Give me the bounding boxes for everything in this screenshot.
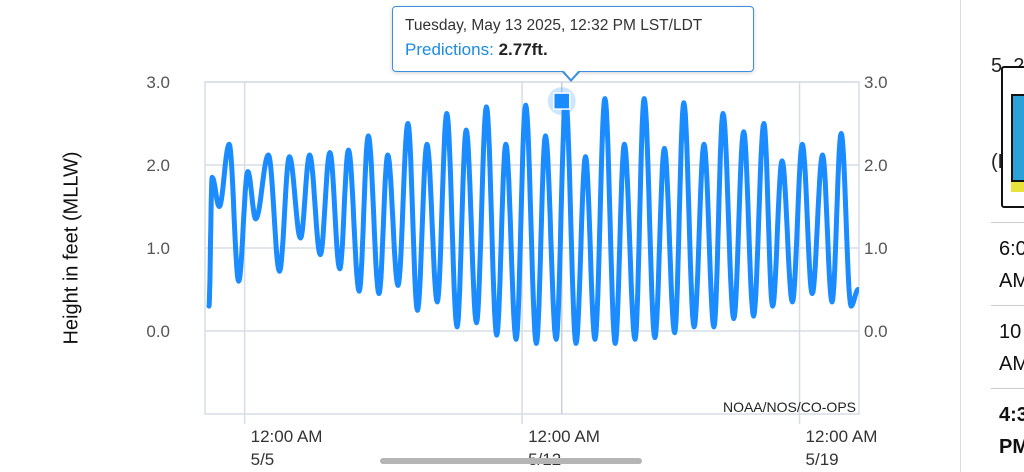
x-tick-date: 5/19: [806, 450, 839, 469]
y-tick-label: 1.0: [864, 239, 888, 258]
tide-table-panel[interactable]: 5, 2 (LST 6:0 AM 10 AM 4:3 PM: [960, 0, 1024, 472]
y-tick-label: 1.0: [146, 239, 170, 258]
y-tick-label: 0.0: [146, 322, 170, 341]
series-group: [206, 96, 859, 346]
tooltip-value: 2.77ft.: [498, 40, 548, 59]
y-tick-label: 2.0: [864, 156, 888, 175]
series-line-predictions: [206, 96, 859, 346]
thumbnail-sand: [1011, 180, 1024, 192]
tooltip-series-label: Predictions:: [405, 40, 494, 59]
credit-label: NOAA/NOS/CO-OPS: [723, 399, 856, 415]
highlight-point: [552, 92, 571, 110]
y-axis-right: 3.0 2.0 1.0 0.0: [864, 73, 888, 341]
x-axis: 12:00 AM5/512:00 AM5/1212:00 AM5/19: [251, 427, 878, 469]
y-tick-label: 3.0: [146, 73, 170, 92]
tooltip-pointer-inner: [563, 70, 579, 79]
tide-row[interactable]: 4:3 PM: [999, 399, 1024, 463]
tide-row-time: 10: [999, 321, 1022, 343]
y-tick-label: 0.0: [864, 322, 888, 341]
x-tick-date: 5/5: [251, 450, 275, 469]
tide-row-ampm: PM: [999, 436, 1024, 458]
tide-row-ampm: AM: [999, 353, 1024, 375]
tide-row-ampm: AM: [999, 270, 1024, 292]
tide-row-time: 4:3: [999, 404, 1024, 426]
row-divider: [991, 388, 1024, 389]
tide-thumbnail-icon[interactable]: [1001, 66, 1024, 208]
x-tick-label: 12:00 AM: [528, 427, 600, 446]
y-tick-label: 3.0: [864, 73, 888, 92]
row-divider: [991, 305, 1024, 306]
tide-chart: 3.0 2.0 1.0 0.0 3.0 2.0 1.0 0.0 12:00 AM 5/5 12:…: [60, 73, 888, 469]
y-tick-label: 2.0: [146, 156, 170, 175]
y-axis-label: Height in feet (MLLW): [60, 151, 82, 344]
tide-row-time: 6:0: [999, 238, 1024, 260]
highlight-marker[interactable]: [547, 87, 576, 116]
tooltip-value-row: Predictions: 2.77ft.: [405, 40, 741, 60]
horizontal-scrollbar[interactable]: [380, 458, 642, 464]
x-tick-label: 12:00 AM: [806, 427, 878, 446]
tide-row[interactable]: 6:0 AM: [999, 233, 1024, 297]
x-tick-label: 12:00 AM: [251, 427, 323, 446]
y-axis-left: 3.0 2.0 1.0 0.0: [146, 73, 170, 341]
tooltip: Tuesday, May 13 2025, 12:32 PM LST/LDT P…: [392, 6, 754, 72]
tooltip-datetime: Tuesday, May 13 2025, 12:32 PM LST/LDT: [405, 17, 703, 34]
row-divider: [991, 222, 1024, 223]
tide-row[interactable]: 10 AM: [999, 316, 1024, 380]
thumbnail-water: [1011, 94, 1024, 188]
